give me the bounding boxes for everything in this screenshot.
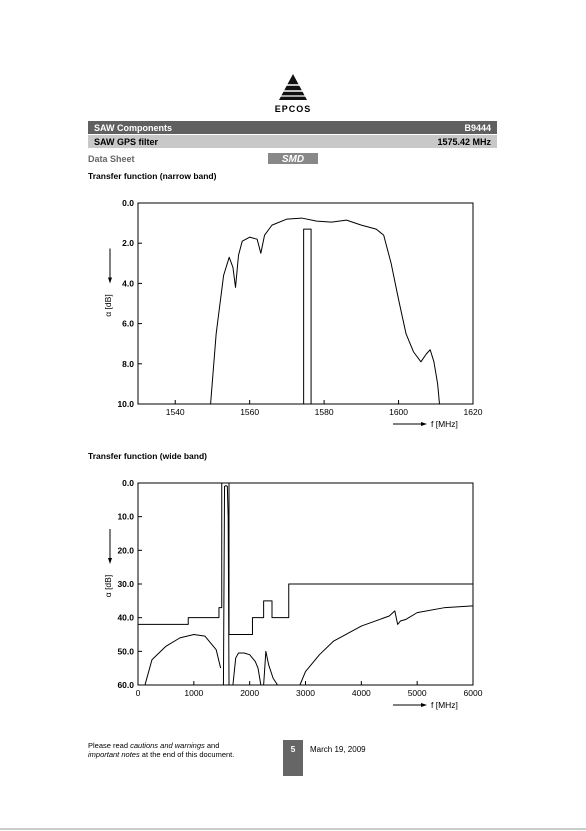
y-tick-label: 60.0 <box>117 680 134 690</box>
x-tick-label: 1580 <box>315 407 334 417</box>
x-tick-label: 2000 <box>240 688 259 698</box>
smd-logo <box>268 153 318 164</box>
y-arrow-head <box>108 277 112 284</box>
series-line <box>303 228 312 404</box>
chart-title: Transfer function (wide band) <box>88 451 207 461</box>
x-axis-label: f [MHz] <box>431 700 458 710</box>
note-text: at the end of this document. <box>140 750 235 759</box>
y-tick-label: 30.0 <box>117 579 134 589</box>
footer-note: Please read cautions and warnings and <box>88 741 219 750</box>
footer-note: important notes at the end of this docum… <box>88 750 234 759</box>
y-axis-label: α [dB] <box>103 294 113 316</box>
y-tick-label: 6.0 <box>122 319 134 329</box>
page-box <box>283 740 303 776</box>
note-text: and <box>205 741 220 750</box>
note-text: Please read <box>88 741 130 750</box>
y-tick-label: 4.0 <box>122 278 134 288</box>
part-number: B9444 <box>464 123 491 133</box>
x-tick-label: 0 <box>136 688 141 698</box>
chart-title: Transfer function (narrow band) <box>88 171 217 181</box>
x-tick-label: 3000 <box>296 688 315 698</box>
x-tick-label: 4000 <box>352 688 371 698</box>
doc-type: Data Sheet <box>88 154 135 164</box>
y-tick-label: 10.0 <box>117 399 134 409</box>
frequency: 1575.42 MHz <box>437 137 491 147</box>
y-tick-label: 20.0 <box>117 545 134 555</box>
y-tick-label: 50.0 <box>117 646 134 656</box>
product-group: SAW Components <box>94 123 172 133</box>
note-text: important notes <box>88 750 140 759</box>
header-bar <box>88 121 497 134</box>
page-number: 5 <box>291 744 296 754</box>
x-tick-label: 6000 <box>464 688 483 698</box>
y-tick-label: 2.0 <box>122 238 134 248</box>
package-logo: SMD <box>282 154 304 165</box>
x-axis-label: f [MHz] <box>431 419 458 429</box>
logo <box>278 74 307 100</box>
series-line <box>210 217 440 405</box>
x-tick-label: 1560 <box>240 407 259 417</box>
x-arrow-head <box>421 422 427 426</box>
y-arrow-head <box>108 558 112 564</box>
series-line <box>138 482 473 635</box>
x-tick-label: 5000 <box>408 688 427 698</box>
x-tick-label: 1000 <box>184 688 203 698</box>
header-bar <box>88 135 497 148</box>
company: EPCOS <box>275 104 312 114</box>
y-tick-label: 40.0 <box>117 613 134 623</box>
y-tick-label: 8.0 <box>122 359 134 369</box>
y-tick-label: 10.0 <box>117 512 134 522</box>
product: SAW GPS filter <box>94 137 159 147</box>
x-tick-label: 1600 <box>389 407 408 417</box>
note-text: cautions and warnings <box>130 741 205 750</box>
y-tick-label: 0.0 <box>122 478 134 488</box>
x-arrow-head <box>421 703 427 707</box>
y-tick-label: 0.0 <box>122 198 134 208</box>
series-line <box>144 485 474 686</box>
plot-frame <box>137 202 474 405</box>
x-tick-label: 1620 <box>464 407 483 417</box>
x-tick-label: 1540 <box>166 407 185 417</box>
y-axis-label: α [dB] <box>103 575 113 597</box>
charts: 0.0 2.0 4.0 6.0 8.0 10.0 1540 1560 1580 1600 1620 f… <box>103 198 483 710</box>
date: March 19, 2009 <box>310 745 366 754</box>
